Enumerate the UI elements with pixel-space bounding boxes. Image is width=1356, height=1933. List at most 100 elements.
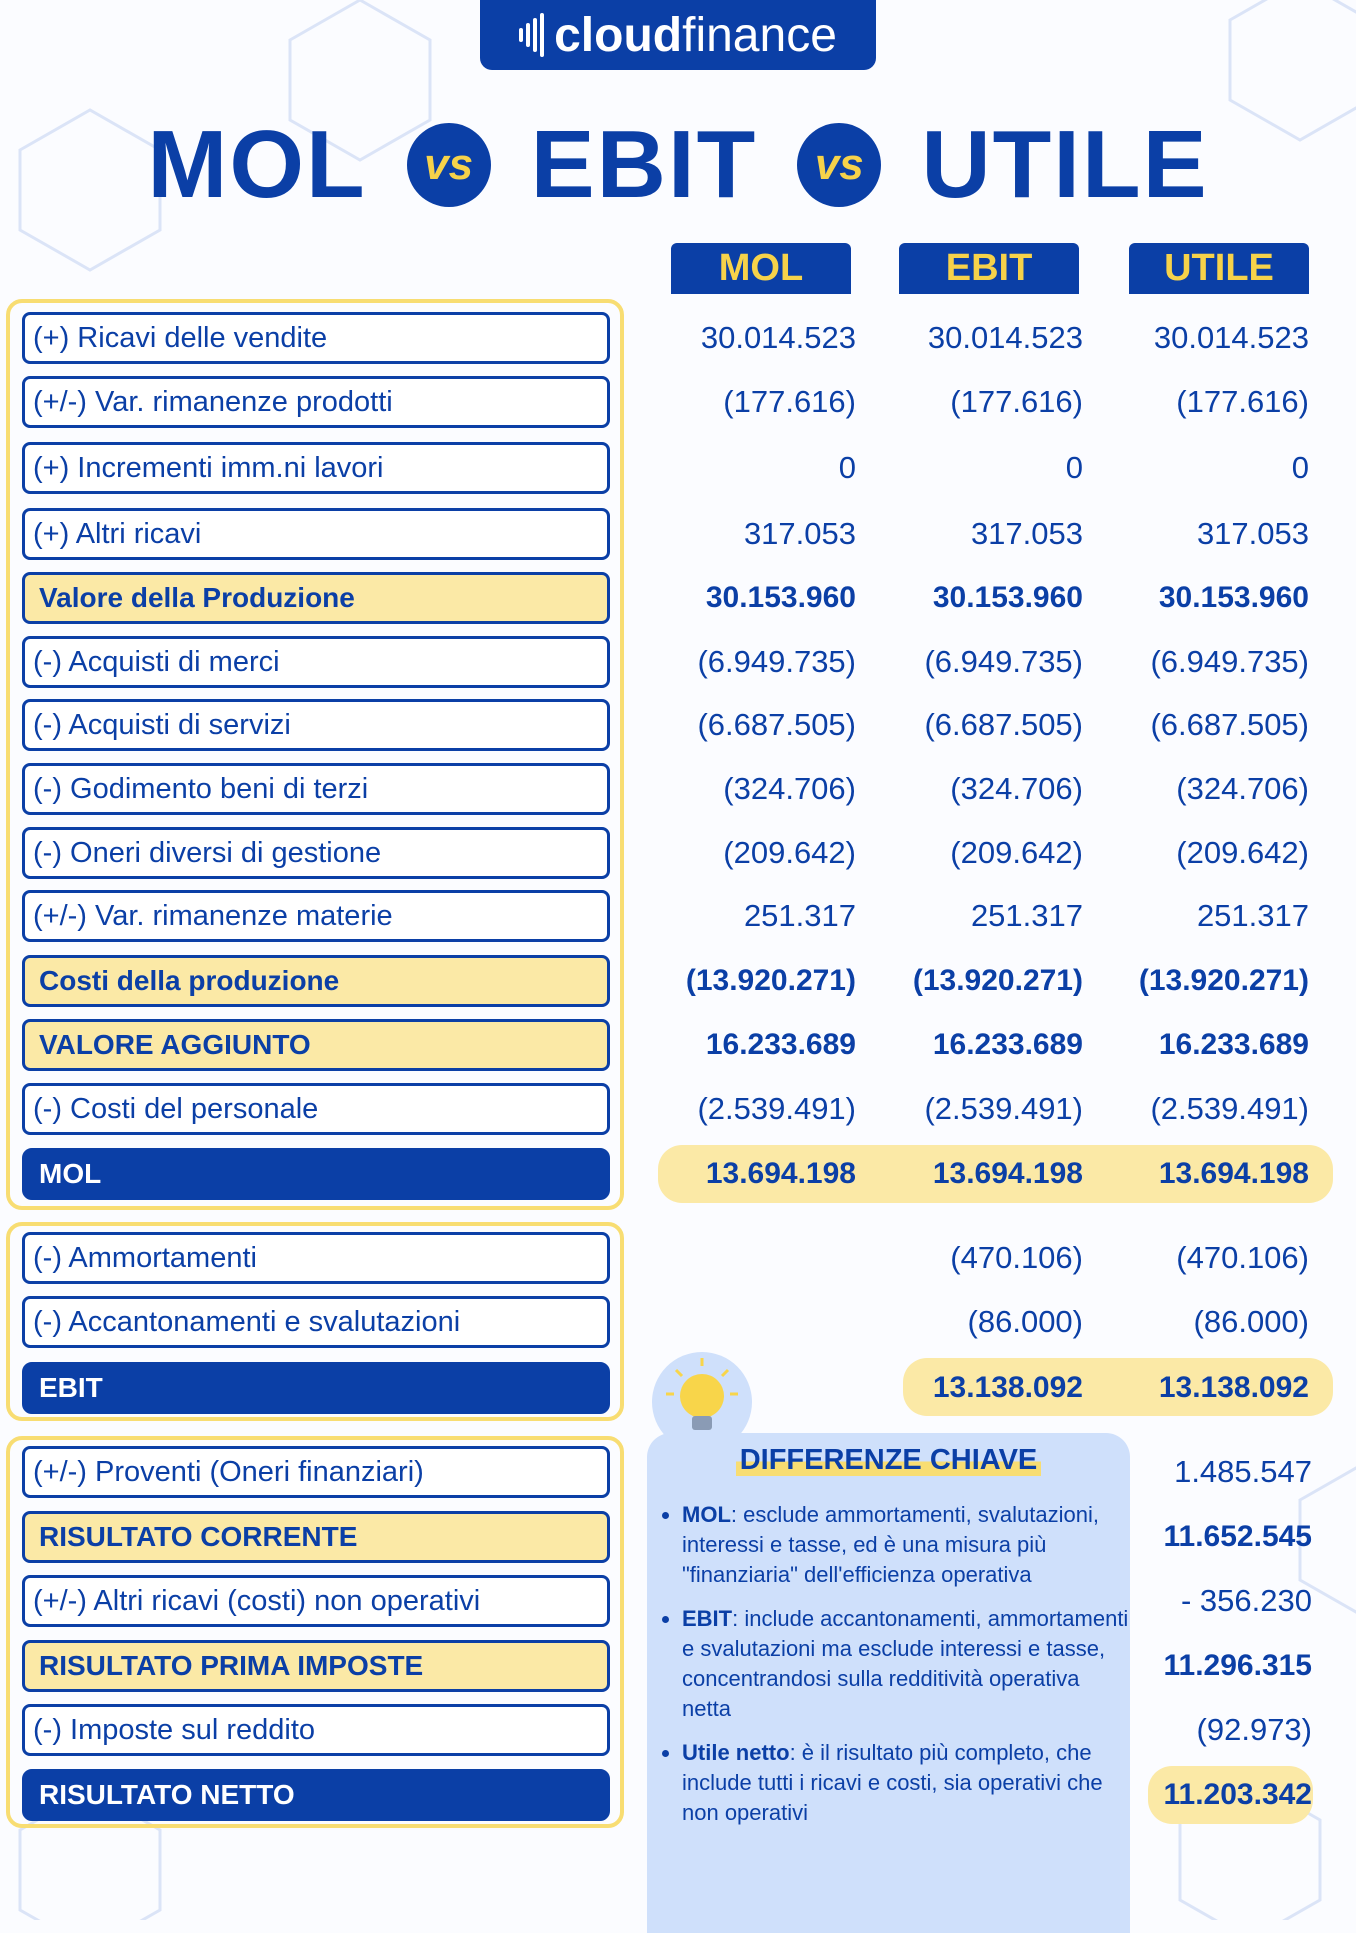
row-value: 317.053 [1196, 516, 1309, 551]
hexagon [18, 108, 162, 272]
row-value: (2.539.491) [1150, 1091, 1309, 1126]
row-label: (+/-) Var. rimanenze prodotti [22, 376, 610, 428]
row-value: 16.233.689 [705, 1028, 856, 1061]
row-value: 251.317 [1196, 898, 1309, 933]
row-value: (2.539.491) [697, 1091, 856, 1126]
row-label: RISULTATO NETTO [22, 1769, 610, 1821]
vs-badge: vs [406, 123, 491, 207]
row-value: (324.706) [1176, 771, 1309, 806]
title-word: MOL [147, 111, 367, 218]
row-value: 16.233.689 [1158, 1028, 1309, 1061]
row-value: (209.642) [1176, 835, 1309, 870]
total-highlight [903, 1358, 1333, 1416]
row-value: 16.233.689 [932, 1028, 1083, 1061]
description: : è il risultato più completo, che inclu… [682, 1740, 1103, 1825]
row-value: (6.949.735) [1150, 644, 1309, 679]
row-value: (209.642) [723, 835, 856, 870]
row-value: (2.539.491) [924, 1091, 1083, 1126]
key-differences-title: DIFFERENZE CHIAVE [647, 1444, 1130, 1477]
key-difference: MOL: esclude ammortamenti, svalutazioni,… [682, 1500, 1134, 1590]
row-value: 11.296.315 [1163, 1649, 1313, 1682]
row-label: MOL [22, 1148, 610, 1200]
row-value: 11.203.342 [1163, 1778, 1313, 1811]
term: MOL [682, 1502, 731, 1527]
row-value: 30.153.960 [705, 581, 856, 614]
column-header: MOL [671, 243, 851, 294]
row-value: 13.694.198 [705, 1157, 856, 1190]
row-label: (-) Acquisti di servizi [22, 699, 610, 751]
row-label: RISULTATO CORRENTE [22, 1511, 610, 1563]
row-value: (13.920.271) [685, 964, 856, 997]
row-label: (+) Ricavi delle vendite [22, 312, 610, 364]
description: : include accantonamenti, ammortamenti e… [682, 1606, 1129, 1721]
row-value: (324.706) [950, 771, 1083, 806]
logo-icon [519, 13, 545, 57]
column-header: UTILE [1129, 243, 1309, 294]
row-value: 30.153.960 [932, 581, 1083, 614]
row-label: (+/-) Var. rimanenze materie [22, 890, 610, 942]
row-value: 0 [838, 450, 856, 485]
term: EBIT [682, 1606, 733, 1631]
row-value: (86.000) [967, 1304, 1083, 1339]
title-text: DIFFERENZE CHIAVE [735, 1444, 1042, 1476]
group-frame [6, 1436, 624, 1828]
group-frame [6, 1222, 624, 1421]
row-label: (+) Incrementi imm.ni lavori [22, 442, 610, 494]
row-value: 11.652.545 [1163, 1520, 1313, 1553]
key-difference: Utile netto: è il risultato più completo… [682, 1738, 1134, 1828]
row-label: (-) Godimento beni di terzi [22, 763, 610, 815]
hexagon [1298, 1466, 1356, 1614]
row-value: 30.153.960 [1158, 581, 1309, 614]
row-value: 30.014.523 [1153, 320, 1309, 355]
logo-bold: cloud [554, 8, 683, 62]
key-differences-list: MOL: esclude ammortamenti, svalutazioni,… [660, 1500, 1134, 1842]
row-label: Costi della produzione [22, 955, 610, 1007]
row-value: 13.138.092 [1158, 1371, 1309, 1404]
row-label: (-) Acquisti di merci [22, 636, 610, 688]
row-value: 251.317 [970, 898, 1083, 933]
row-label: RISULTATO PRIMA IMPOSTE [22, 1640, 610, 1692]
title-word: UTILE [921, 111, 1209, 218]
row-value: (13.920.271) [1138, 964, 1309, 997]
row-value: (92.973) [1196, 1712, 1312, 1747]
term: Utile netto [682, 1740, 790, 1765]
row-label: (+) Altri ricavi [22, 508, 610, 560]
vs-badge: vs [797, 123, 882, 207]
logo: cloud finance [480, 0, 876, 70]
title-word: EBIT [530, 111, 758, 218]
row-value: 13.694.198 [1158, 1157, 1309, 1190]
row-value: 317.053 [970, 516, 1083, 551]
row-label: (+/-) Proventi (Oneri finanziari) [22, 1446, 610, 1498]
row-value: 30.014.523 [700, 320, 856, 355]
row-value: (470.106) [950, 1240, 1083, 1275]
row-label: (-) Costi del personale [22, 1083, 610, 1135]
row-label: (-) Accantonamenti e svalutazioni [22, 1296, 610, 1348]
row-value: (6.949.735) [924, 644, 1083, 679]
group-frame [6, 299, 624, 1210]
row-value: 0 [1291, 450, 1309, 485]
total-highlight [1148, 1766, 1313, 1824]
key-difference: EBIT: include accantonamenti, ammortamen… [682, 1604, 1134, 1724]
row-value: 13.694.198 [932, 1157, 1083, 1190]
row-label: (-) Oneri diversi di gestione [22, 827, 610, 879]
row-value: (13.920.271) [912, 964, 1083, 997]
row-value: (177.616) [1176, 384, 1309, 419]
row-value: (324.706) [723, 771, 856, 806]
row-label: (-) Ammortamenti [22, 1232, 610, 1284]
title: MOL vs EBIT vs UTILE [0, 110, 1356, 220]
row-value: 251.317 [743, 898, 856, 933]
column-header: EBIT [899, 243, 1079, 294]
row-label: EBIT [22, 1362, 610, 1414]
row-value: (177.616) [950, 384, 1083, 419]
row-value: 0 [1065, 450, 1083, 485]
row-value: (6.687.505) [1150, 707, 1309, 742]
description: : esclude ammortamenti, svalutazioni, in… [682, 1502, 1099, 1587]
row-value: (6.949.735) [697, 644, 856, 679]
hexagon [1228, 0, 1356, 142]
row-label: (-) Imposte sul reddito [22, 1704, 610, 1756]
row-value: 30.014.523 [927, 320, 1083, 355]
logo-light: finance [682, 8, 837, 62]
row-value: (177.616) [723, 384, 856, 419]
hexagon [288, 0, 432, 162]
